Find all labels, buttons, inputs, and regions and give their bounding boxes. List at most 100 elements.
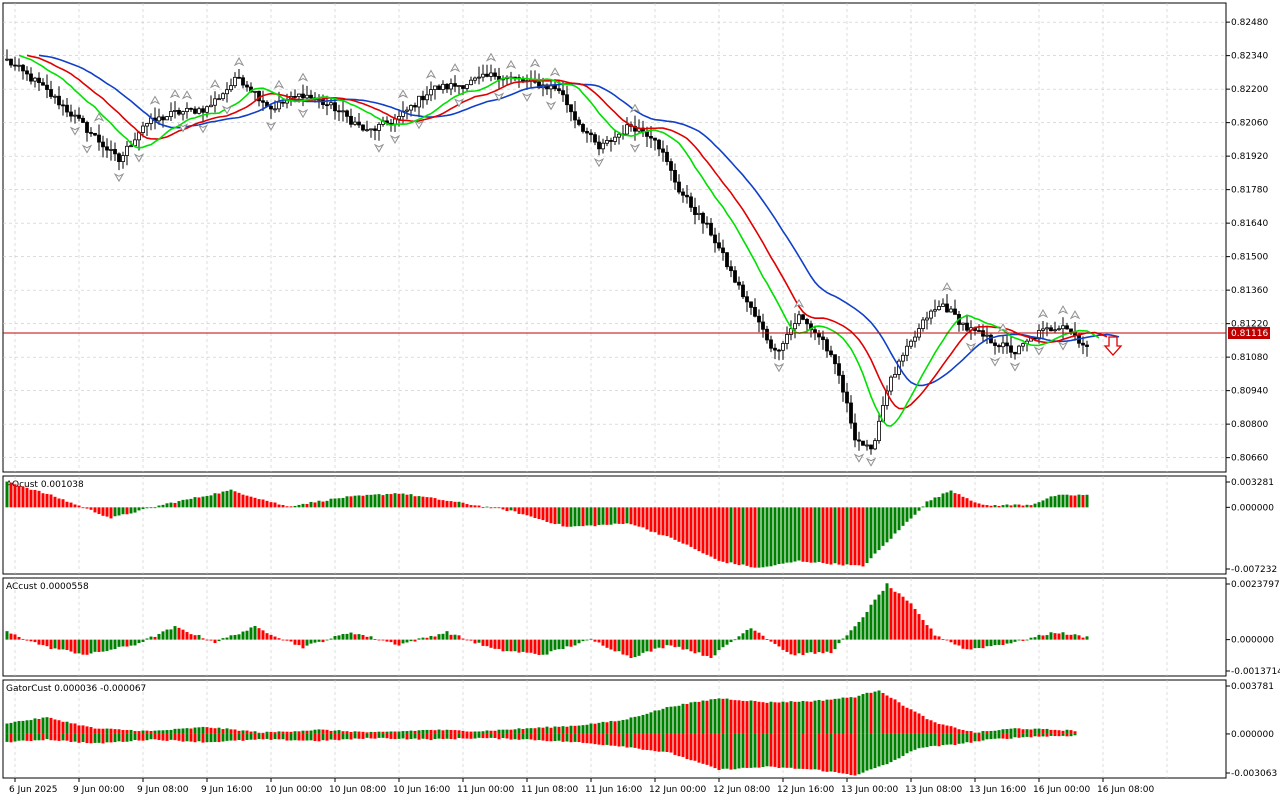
ao-bar bbox=[1005, 504, 1009, 508]
ao-bar bbox=[253, 497, 257, 508]
candle-body bbox=[241, 77, 245, 86]
gator-upper-bar bbox=[133, 731, 137, 734]
ac-bar bbox=[345, 633, 349, 640]
price-pane[interactable] bbox=[5, 49, 1120, 467]
ac-bar bbox=[421, 637, 425, 640]
gator-lower-bar bbox=[37, 733, 41, 741]
ao-bar bbox=[337, 498, 341, 508]
ac-pane[interactable]: ACcust 0.0000558 bbox=[5, 582, 1089, 658]
ac-bar bbox=[37, 639, 41, 645]
ac-bar bbox=[613, 639, 617, 652]
gator-upper-bar bbox=[649, 712, 653, 734]
gator-upper-bar bbox=[93, 728, 97, 734]
gator-lower-bar bbox=[49, 733, 53, 741]
gator-upper-bar bbox=[329, 730, 333, 734]
ao-bar bbox=[1069, 495, 1073, 508]
gator-lower-bar bbox=[385, 733, 389, 739]
ao-bar bbox=[849, 507, 853, 566]
gator-upper-bar bbox=[81, 725, 85, 734]
ao-bar bbox=[497, 507, 501, 509]
ac-bar bbox=[89, 639, 93, 654]
candle-body bbox=[361, 124, 365, 131]
gator-upper-bar bbox=[821, 700, 825, 734]
ac-bar bbox=[949, 639, 953, 643]
gator-lower-bar bbox=[21, 733, 25, 741]
candle-body bbox=[965, 322, 969, 331]
gator-upper-bar bbox=[1065, 729, 1069, 734]
ao-bar bbox=[425, 497, 429, 508]
gator-upper-bar bbox=[749, 700, 753, 734]
gator-upper-bar bbox=[341, 731, 345, 734]
gator-upper-bar bbox=[789, 701, 793, 734]
ao-bar bbox=[929, 500, 933, 508]
candle-body bbox=[5, 58, 9, 61]
gator-upper-bar bbox=[489, 730, 493, 734]
gator-lower-bar bbox=[897, 733, 901, 759]
ao-bar bbox=[717, 507, 721, 561]
ac-bar bbox=[405, 639, 409, 643]
ao-bar bbox=[989, 505, 993, 508]
gator-upper-bar bbox=[841, 697, 845, 734]
gator-upper-bar bbox=[333, 730, 337, 734]
candle-body bbox=[673, 169, 677, 183]
ao-bar bbox=[61, 499, 65, 508]
ao-bar bbox=[705, 507, 709, 555]
ao-bar bbox=[49, 494, 53, 508]
gator-upper-bar bbox=[833, 698, 837, 734]
ac-bar bbox=[1049, 632, 1053, 640]
gator-lower-bar bbox=[117, 733, 121, 742]
ao-bar bbox=[505, 507, 509, 512]
candle-body bbox=[677, 181, 681, 193]
gator-pane[interactable]: GatorCust 0.000036 -0.000067 bbox=[5, 684, 1077, 776]
ao-bar bbox=[557, 507, 561, 524]
ao-bar bbox=[913, 507, 917, 515]
ac-bar bbox=[545, 639, 549, 655]
fractal-down-icon bbox=[545, 101, 557, 111]
gator-lower-bar bbox=[577, 733, 581, 743]
ac-bar bbox=[865, 611, 869, 640]
candle-body bbox=[749, 301, 753, 308]
fractal-up-icon bbox=[941, 282, 953, 292]
gator-lower-bar bbox=[1009, 733, 1013, 739]
ao-pane[interactable]: AOcust 0.001038 bbox=[5, 480, 1089, 568]
fractal-up-icon bbox=[793, 298, 805, 308]
price-tick-label: 0.81920 bbox=[1231, 152, 1268, 162]
gator-upper-bar bbox=[737, 700, 741, 734]
candle-body bbox=[809, 323, 813, 331]
gator-upper-bar bbox=[917, 713, 921, 734]
gator-lower-bar bbox=[901, 733, 905, 756]
ac-bar bbox=[813, 639, 817, 654]
gator-upper-bar bbox=[349, 731, 353, 734]
ac-bar bbox=[57, 639, 61, 650]
candle-body bbox=[689, 196, 693, 208]
time-tick-label: 13 Jun 16:00 bbox=[969, 785, 1026, 795]
ac-bar bbox=[353, 634, 357, 640]
gator-upper-bar bbox=[973, 732, 977, 734]
ao-bar bbox=[85, 507, 89, 509]
ao-bar bbox=[1085, 494, 1089, 508]
gator-upper-bar bbox=[689, 702, 693, 734]
gator-upper-bar bbox=[933, 722, 937, 734]
candle-body bbox=[725, 252, 729, 268]
gator-lower-bar bbox=[1041, 733, 1045, 737]
candle-body bbox=[597, 141, 601, 150]
gator-upper-bar bbox=[501, 729, 505, 734]
ao-bar bbox=[485, 506, 489, 508]
candle-body bbox=[949, 308, 953, 313]
ac-bar bbox=[653, 639, 657, 649]
ac-bar bbox=[773, 639, 777, 644]
fractal-down-icon bbox=[989, 357, 1001, 367]
gator-lower-bar bbox=[93, 733, 97, 743]
gator-lower-bar bbox=[529, 733, 533, 740]
time-tick-label: 12 Jun 00:00 bbox=[649, 785, 706, 795]
ac-bar bbox=[1013, 639, 1017, 642]
gator-lower-bar bbox=[637, 733, 641, 749]
ao-bar bbox=[517, 507, 521, 514]
gator-upper-bar bbox=[765, 702, 769, 734]
gator-lower-bar bbox=[833, 733, 837, 772]
candle-body bbox=[821, 336, 825, 341]
gator-lower-bar bbox=[393, 733, 397, 740]
ac-bar bbox=[357, 634, 361, 640]
ao-bar bbox=[1033, 503, 1037, 508]
